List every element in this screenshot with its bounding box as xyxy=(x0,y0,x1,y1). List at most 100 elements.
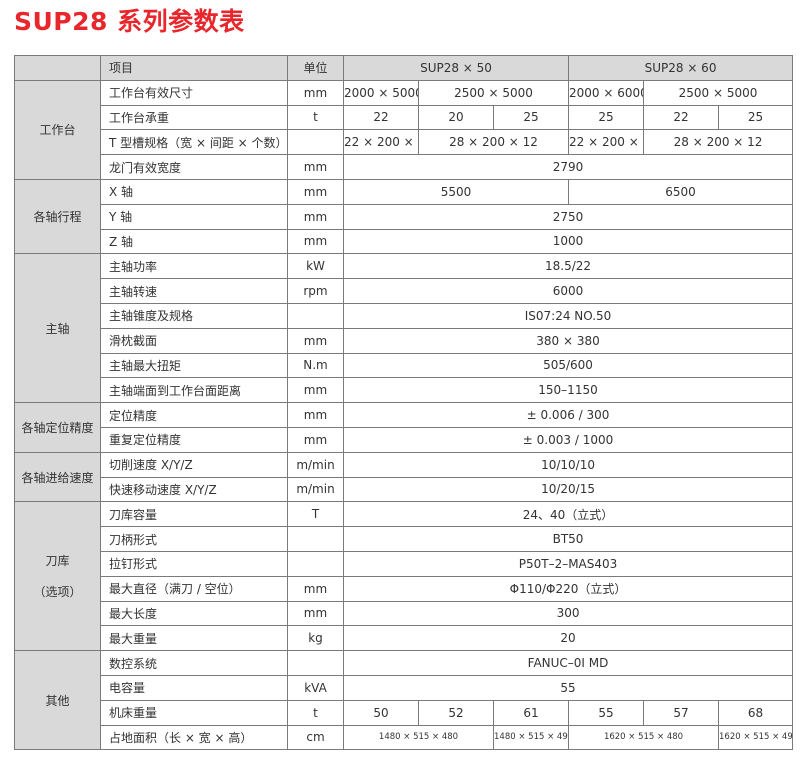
item-label: 机床重量 xyxy=(100,699,288,726)
unit-cell: mm xyxy=(287,575,344,602)
table-row: T 型槽规格（宽 × 间距 × 个数） 22 × 200 × 9 28 × 200 … xyxy=(15,129,794,156)
table-row: 占地面积（长 × 宽 × 高） cm 1480 × 515 × 480 1480 × … xyxy=(15,724,794,751)
header-row: 项目 单位 SUP28 × 50 SUP28 × 60 xyxy=(14,55,794,81)
unit-cell xyxy=(287,302,344,329)
value-cell: 1000 xyxy=(342,228,794,255)
value-cell: 10/20/15 xyxy=(342,476,794,503)
value-cell: 505/600 xyxy=(342,352,794,379)
value-cell: 25 xyxy=(492,104,570,131)
value-cell: 28 × 200 × 12 xyxy=(417,129,570,156)
category-cell: 工作台 xyxy=(14,79,101,180)
unit-cell: rpm xyxy=(287,278,344,304)
category-cell: 主轴 xyxy=(14,253,101,404)
category-cell: 其他 xyxy=(14,650,101,751)
unit-cell xyxy=(287,526,344,552)
header-category xyxy=(14,55,101,81)
category-label: 其他 xyxy=(45,693,70,708)
table-row: 快速移动速度 X/Y/Z m/min 10/20/15 xyxy=(15,476,794,503)
unit-cell: mm xyxy=(287,154,344,180)
header-item: 项目 xyxy=(100,55,288,81)
item-label: 切削速度 X/Y/Z xyxy=(100,451,288,478)
item-label: Y 轴 xyxy=(100,203,288,230)
item-label: 主轴转速 xyxy=(100,278,288,304)
value-cell: 18.5/22 xyxy=(342,253,794,280)
unit-cell: T xyxy=(287,501,344,528)
table-row: 拉钉形式 P50T–2–MAS403 xyxy=(15,550,794,577)
unit-cell: mm xyxy=(287,327,344,354)
item-label: 刀库容量 xyxy=(100,501,288,528)
table-row: 机床重量 t 50 52 61 55 57 68 xyxy=(15,699,794,726)
table-row: 最大重量 kg 20 xyxy=(15,625,794,652)
value-cell: 6500 xyxy=(568,178,794,205)
category-label: 各轴定位精度 xyxy=(21,420,94,435)
unit-cell: N.m xyxy=(287,352,344,379)
table-row: 龙门有效宽度 mm 2790 xyxy=(15,154,794,180)
unit-cell: kW xyxy=(287,253,344,280)
category-label: 各轴进给速度 xyxy=(21,470,94,485)
table-row: 主轴端面到工作台面距离 mm 150–1150 xyxy=(15,377,794,404)
header-model: SUP28 × 60 xyxy=(568,55,794,81)
table-row: 工作台承重 t 22 20 25 25 22 25 xyxy=(15,104,794,131)
item-label: 主轴最大扭矩 xyxy=(100,352,288,379)
value-cell: 55 xyxy=(342,674,794,701)
unit-cell: t xyxy=(287,699,344,726)
value-cell: 20 xyxy=(342,625,794,652)
category-cell: 刀库 （选项） xyxy=(14,501,101,652)
value-cell: 2790 xyxy=(342,154,794,180)
category-label: 刀库 xyxy=(45,554,70,569)
table-row: 电容量 kVA 55 xyxy=(15,674,794,701)
value-cell: P50T–2–MAS403 xyxy=(342,550,794,577)
unit-cell xyxy=(287,650,344,676)
item-label: 快速移动速度 X/Y/Z xyxy=(100,476,288,503)
value-cell: 5500 xyxy=(342,178,570,205)
table-row: 各轴行程 X 轴 mm 5500 6500 xyxy=(14,178,794,255)
unit-cell: mm xyxy=(287,600,344,627)
item-label: 刀柄形式 xyxy=(100,526,288,552)
unit-cell: mm xyxy=(287,228,344,255)
page-title: SUP28 系列参数表 xyxy=(14,7,245,36)
spec-table: 项目 单位 SUP28 × 50 SUP28 × 60 工作台 工作台有效尺寸 mm… xyxy=(14,55,794,751)
table-row: 滑枕截面 mm 380 × 380 xyxy=(15,327,794,354)
value-cell: 10/10/10 xyxy=(342,451,794,478)
value-cell: 2500 × 5000 xyxy=(417,79,570,106)
value-cell: 22 × 200 × 9 xyxy=(568,129,645,156)
header-unit: 单位 xyxy=(287,55,344,81)
value-cell: 25 xyxy=(718,104,794,131)
item-label: 重复定位精度 xyxy=(100,426,288,453)
unit-cell: mm xyxy=(287,426,344,453)
unit-cell: cm xyxy=(287,724,344,751)
table-row: 各轴进给速度 切削速度 X/Y/Z m/min 10/10/10 xyxy=(14,451,794,503)
item-label: 主轴功率 xyxy=(100,253,288,280)
item-label: 最大重量 xyxy=(100,625,288,652)
table-row: 刀柄形式 BT50 xyxy=(15,526,794,552)
table-row: 主轴转速 rpm 6000 xyxy=(15,278,794,304)
value-cell: 61 xyxy=(492,699,570,726)
value-cell: 22 × 200 × 9 xyxy=(343,129,419,156)
value-cell: Φ110/Φ220（立式） xyxy=(342,575,794,602)
table-row: 工作台 工作台有效尺寸 mm 2000 × 5000 2500 × 5000 2000 ×… xyxy=(14,79,794,180)
category-cell: 各轴行程 xyxy=(14,178,101,255)
value-cell: 2000 × 6000 xyxy=(568,79,645,106)
table-row: 其他 数控系统 FANUC–0I MD xyxy=(14,650,794,751)
unit-cell xyxy=(287,550,344,577)
item-label: 占地面积（长 × 宽 × 高） xyxy=(100,724,288,751)
table-row: Z 轴 mm 1000 xyxy=(15,228,794,255)
unit-cell: mm xyxy=(287,178,344,205)
value-cell: 1620 × 515 × 490 xyxy=(718,724,794,751)
value-cell: 150–1150 xyxy=(342,377,794,404)
unit-cell: m/min xyxy=(287,476,344,503)
table-row: 刀库 （选项） 刀库容量 T 24、40（立式） xyxy=(14,501,794,652)
unit-cell: kVA xyxy=(287,674,344,701)
item-label: 主轴端面到工作台面距离 xyxy=(100,377,288,404)
value-cell: 2000 × 5000 xyxy=(343,79,419,106)
item-label: 拉钉形式 xyxy=(100,550,288,577)
value-cell: 22 xyxy=(643,104,720,131)
value-cell: 1480 × 515 × 480 xyxy=(343,724,494,751)
value-cell: 6000 xyxy=(342,278,794,304)
item-label: 数控系统 xyxy=(100,650,288,676)
unit-cell: mm xyxy=(287,79,344,106)
item-label: 最大直径（满刀 / 空位） xyxy=(100,575,288,602)
header-model: SUP28 × 50 xyxy=(342,55,570,81)
value-cell: 50 xyxy=(343,699,419,726)
item-label: 最大长度 xyxy=(100,600,288,627)
